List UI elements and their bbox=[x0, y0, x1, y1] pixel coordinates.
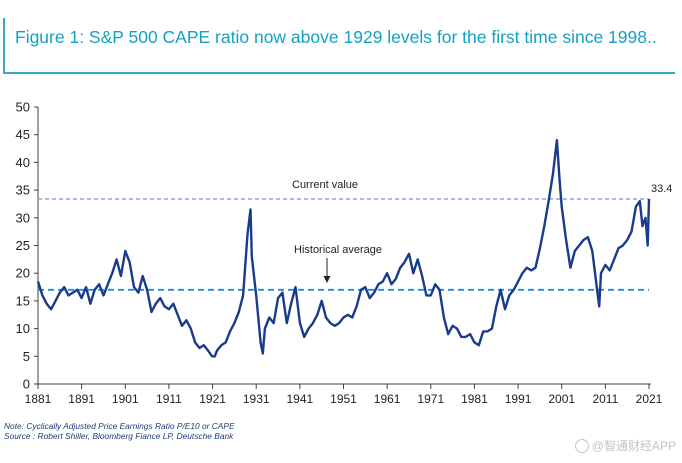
x-tick-label: 1921 bbox=[199, 392, 226, 406]
y-tick-label: 20 bbox=[16, 266, 30, 281]
current-value-label: Current value bbox=[292, 179, 358, 191]
y-axis: 0 5 10 15 20 25 30 35 40 45 50 bbox=[16, 100, 39, 392]
y-tick-label: 25 bbox=[16, 238, 30, 253]
y-tick-label: 35 bbox=[16, 183, 30, 198]
x-tick-label: 2001 bbox=[548, 392, 575, 406]
x-tick-label: 1911 bbox=[156, 392, 182, 406]
camera-icon bbox=[574, 439, 589, 453]
average-arrow-head bbox=[323, 276, 331, 283]
chart-title: Figure 1: S&P 500 CAPE ratio now above 1… bbox=[15, 27, 657, 47]
chart-notes: Note: Cyclically Adjusted Price Earnings… bbox=[4, 421, 235, 441]
x-tick-label: 1931 bbox=[243, 392, 270, 406]
y-tick-label: 40 bbox=[16, 155, 30, 170]
x-tick-label: 1891 bbox=[68, 392, 95, 406]
title-box: Figure 1: S&P 500 CAPE ratio now above 1… bbox=[3, 18, 675, 74]
x-tick-label: 2021 bbox=[636, 392, 663, 406]
y-tick-label: 0 bbox=[23, 377, 30, 392]
end-value-label: 33.4 bbox=[651, 183, 672, 195]
x-tick-label: 1961 bbox=[374, 392, 401, 406]
annotations: Current value Historical average 33.4 bbox=[292, 179, 672, 283]
x-tick-label: 1981 bbox=[461, 392, 488, 406]
watermark: @智通财经APP bbox=[574, 437, 676, 454]
x-tick-label: 1971 bbox=[417, 392, 444, 406]
series-group bbox=[36, 139, 651, 358]
x-tick-label: 2011 bbox=[592, 392, 618, 406]
y-tick-label: 15 bbox=[16, 293, 30, 308]
x-tick-label: 1941 bbox=[287, 392, 314, 406]
y-tick-label: 5 bbox=[23, 349, 30, 364]
y-tick-label: 30 bbox=[16, 210, 30, 225]
x-tick-label: 1991 bbox=[505, 392, 532, 406]
y-tick-label: 50 bbox=[16, 100, 30, 115]
x-tick-label: 1881 bbox=[25, 392, 52, 406]
cape-series-line bbox=[36, 139, 651, 358]
x-tick-label: 1951 bbox=[330, 392, 357, 406]
y-tick-label: 45 bbox=[16, 127, 30, 142]
historical-average-label: Historical average bbox=[294, 244, 382, 256]
source-text: Source : Robert Shiller, Bloomberg Fianc… bbox=[4, 431, 234, 441]
note-text: Note: Cyclically Adjusted Price Earnings… bbox=[4, 421, 235, 431]
y-tick-label: 10 bbox=[16, 321, 30, 336]
watermark-text: @智通财经APP bbox=[591, 439, 676, 453]
x-axis: 1881 1891 1901 1911 1921 1931 1941 1951 1961 1971… bbox=[25, 383, 663, 406]
x-tick-label: 1901 bbox=[112, 392, 139, 406]
